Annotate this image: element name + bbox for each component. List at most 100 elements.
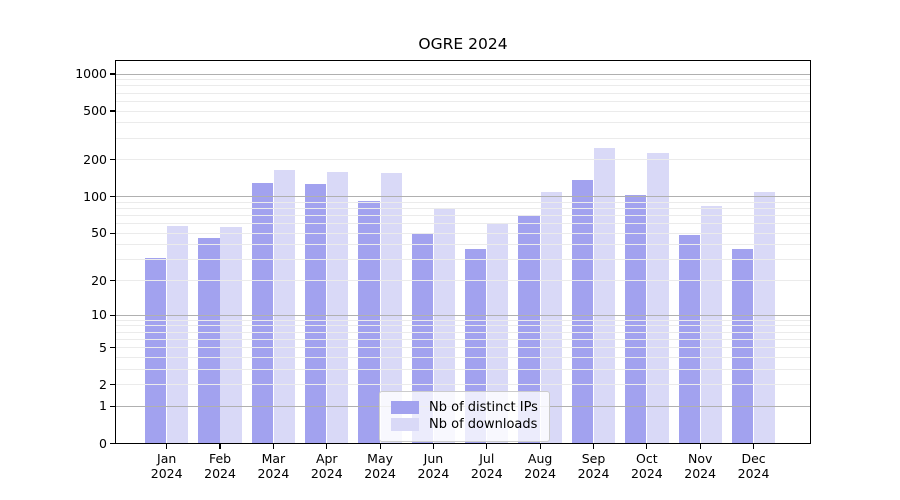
x-tick-month: Jan	[157, 450, 177, 466]
gridline-major	[115, 314, 811, 316]
bar-downloads-jul	[487, 223, 509, 444]
bar-distinct-ips-oct	[625, 194, 647, 444]
y-tick-mark	[110, 314, 115, 316]
x-tick-year: 2024	[257, 466, 290, 481]
y-tick-label: 100	[83, 188, 107, 204]
gridline-minor	[115, 384, 811, 386]
x-tick-year: 2024	[150, 466, 183, 481]
x-tick-month: Jul	[479, 450, 495, 466]
gridline-major	[115, 196, 811, 198]
x-tick-month: May	[367, 450, 394, 466]
x-tick-label: Jul 2024	[455, 451, 519, 482]
gridline-minor	[115, 232, 811, 234]
bar-distinct-ips-may	[358, 201, 380, 444]
legend-label-distinct-ips: Nb of distinct IPs	[429, 400, 538, 415]
legend-label-downloads: Nb of downloads	[429, 417, 538, 432]
gridline-minor	[115, 347, 811, 349]
x-tick-month: Aug	[527, 450, 553, 466]
x-tick-label: Sep 2024	[562, 451, 626, 482]
x-tick-mark	[379, 443, 381, 449]
bar-downloads-sep	[593, 148, 616, 444]
x-tick-year: 2024	[470, 466, 503, 481]
x-tick-label: Apr 2024	[295, 451, 359, 482]
gridline-minor	[115, 85, 811, 87]
legend-swatch-downloads	[391, 418, 419, 431]
legend-item-downloads: Nb of downloads	[391, 417, 538, 432]
y-tick-mark	[110, 73, 115, 75]
x-tick-mark	[592, 443, 595, 449]
bar-distinct-ips-dec	[731, 248, 754, 444]
gridline-minor	[115, 201, 811, 203]
gridline-minor	[115, 223, 811, 225]
x-tick-label: Jun 2024	[401, 451, 465, 482]
bar-distinct-ips-feb	[198, 237, 220, 444]
gridline-minor	[115, 100, 811, 102]
x-tick-month: Jun	[423, 450, 444, 466]
x-tick-mark	[166, 443, 168, 449]
gridline-minor	[115, 110, 811, 112]
gridline-minor	[115, 368, 811, 370]
y-tick-mark	[110, 405, 115, 408]
bar-downloads-mar	[273, 169, 296, 444]
y-tick-label: 5	[99, 339, 107, 355]
y-tick-label: 50	[91, 225, 107, 241]
bar-downloads-aug	[540, 191, 562, 444]
x-tick-year: 2024	[684, 466, 717, 481]
gridline-minor	[115, 325, 811, 327]
gridline-major	[115, 73, 811, 75]
gridline-minor	[115, 122, 811, 124]
bar-downloads-apr	[327, 171, 349, 444]
legend-item-distinct-ips: Nb of distinct IPs	[391, 400, 538, 415]
gridline-minor	[115, 159, 811, 161]
x-tick-month: Dec	[741, 450, 766, 466]
bar-downloads-nov	[700, 205, 722, 444]
y-tick-label: 1	[99, 398, 107, 414]
y-tick-mark	[110, 196, 115, 198]
x-tick-mark	[326, 443, 328, 449]
bar-distinct-ips-jan	[145, 258, 167, 444]
chart-title: OGRE 2024	[418, 35, 508, 53]
x-tick-month: Nov	[687, 450, 713, 466]
gridline-minor	[115, 215, 811, 217]
y-tick-mark	[110, 347, 115, 349]
x-tick-label: Aug 2024	[508, 451, 572, 482]
y-tick-label: 2	[99, 376, 107, 392]
bar-downloads-feb	[220, 227, 242, 444]
x-tick-mark	[752, 443, 755, 449]
x-tick-mark	[699, 443, 701, 449]
y-tick-label: 500	[83, 103, 107, 119]
x-tick-year: 2024	[204, 466, 236, 481]
bar-distinct-ips-sep	[571, 180, 594, 444]
x-tick-month: Apr	[315, 450, 338, 466]
x-tick-mark	[646, 443, 648, 449]
gridline-minor	[115, 137, 811, 139]
x-tick-label: Oct 2024	[615, 451, 679, 482]
x-tick-label: Nov 2024	[668, 451, 732, 482]
bar-distinct-ips-aug	[518, 215, 540, 444]
x-tick-mark	[539, 443, 541, 449]
x-tick-month: Sep	[581, 450, 606, 466]
x-tick-month: Oct	[636, 450, 658, 466]
y-tick-label: 1000	[75, 66, 107, 82]
x-tick-month: Feb	[208, 450, 232, 466]
gridline-minor	[115, 207, 811, 209]
x-tick-year: 2024	[524, 466, 557, 481]
y-tick-mark	[110, 442, 115, 445]
y-tick-label: 10	[91, 307, 107, 323]
x-tick-year: 2024	[364, 466, 396, 481]
gridline-minor	[115, 338, 811, 340]
bar-downloads-oct	[647, 152, 669, 444]
x-tick-label: Mar 2024	[241, 451, 305, 482]
gridline-minor	[115, 259, 811, 261]
gridline-minor	[115, 244, 811, 246]
bar-distinct-ips-apr	[305, 183, 327, 444]
y-tick-label: 20	[91, 272, 107, 288]
x-tick-mark	[219, 443, 221, 449]
bar-distinct-ips-mar	[251, 182, 273, 444]
gridline-minor	[115, 356, 811, 358]
x-tick-label: Feb 2024	[188, 451, 252, 482]
y-tick-mark	[110, 110, 115, 112]
gridline-minor	[115, 280, 811, 282]
x-tick-year: 2024	[417, 466, 450, 481]
